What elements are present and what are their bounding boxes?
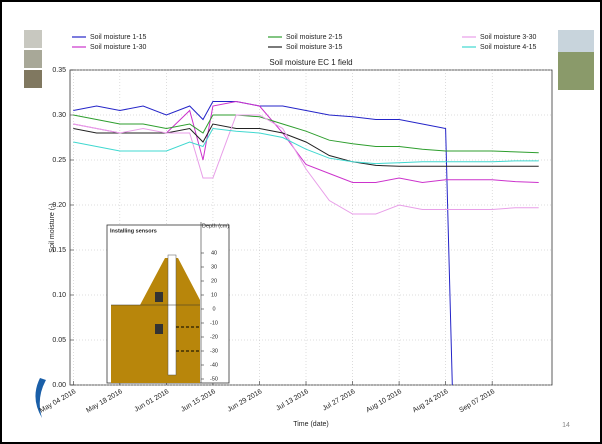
- y-tick-label: 0.25: [52, 157, 66, 164]
- series-line: [73, 123, 539, 167]
- inset-title: Installing sensors: [110, 228, 157, 234]
- inset-tick-label: -10: [210, 320, 218, 326]
- series-line: [73, 114, 539, 215]
- y-tick-label: 0.35: [52, 67, 66, 74]
- legend-label: Soil moisture 3-30: [480, 34, 537, 41]
- legend-label: Soil moisture 1-30: [90, 44, 147, 51]
- deco-square: [24, 70, 42, 88]
- series-line: [73, 114, 539, 154]
- legend-label: Soil moisture 1-15: [90, 34, 147, 41]
- legend-label: Soil moisture 2-15: [286, 34, 343, 41]
- logo: [35, 378, 46, 418]
- y-tick-label: 0.05: [52, 337, 66, 344]
- sensor: [155, 324, 163, 334]
- deco-square: [24, 30, 42, 48]
- inset-tick-label: 10: [211, 292, 217, 298]
- soil: [111, 258, 200, 383]
- y-axis-label: Soil moisture (-): [49, 203, 56, 252]
- inset-tick-label: 0: [212, 306, 215, 312]
- inset-tick-label: -50: [210, 376, 218, 382]
- chart-title: Soil moisture EC 1 field: [269, 58, 352, 67]
- deco-square: [24, 50, 42, 68]
- y-tick-label: 0.30: [52, 112, 66, 119]
- y-tick-label: 0.10: [52, 292, 66, 299]
- landscape-sky: [558, 30, 594, 52]
- y-tick-label: 0.15: [52, 247, 66, 254]
- series-line: [73, 127, 539, 165]
- inset-tick-label: 30: [211, 264, 217, 270]
- inset-tick-label: -20: [210, 334, 218, 340]
- inset-tick-label: -40: [210, 362, 218, 368]
- tube: [167, 254, 177, 376]
- x-axis-label: Time (date): [293, 421, 329, 428]
- legend-label: Soil moisture 4-15: [480, 44, 537, 51]
- y-tick-label: 0.00: [52, 382, 66, 389]
- inset-tick-label: 20: [211, 278, 217, 284]
- legend-label: Soil moisture 3-15: [286, 44, 343, 51]
- inset-tick-label: -30: [210, 348, 218, 354]
- y-tick-label: 0.20: [52, 202, 66, 209]
- inset: Installing sensors Depth (cm) 40 30 20 10 0 -…: [106, 222, 230, 384]
- page-number: 14: [562, 422, 570, 429]
- inset-tick-label: 40: [211, 250, 217, 256]
- sensor: [155, 292, 163, 302]
- inset-axis-label: Depth (cm): [202, 223, 229, 229]
